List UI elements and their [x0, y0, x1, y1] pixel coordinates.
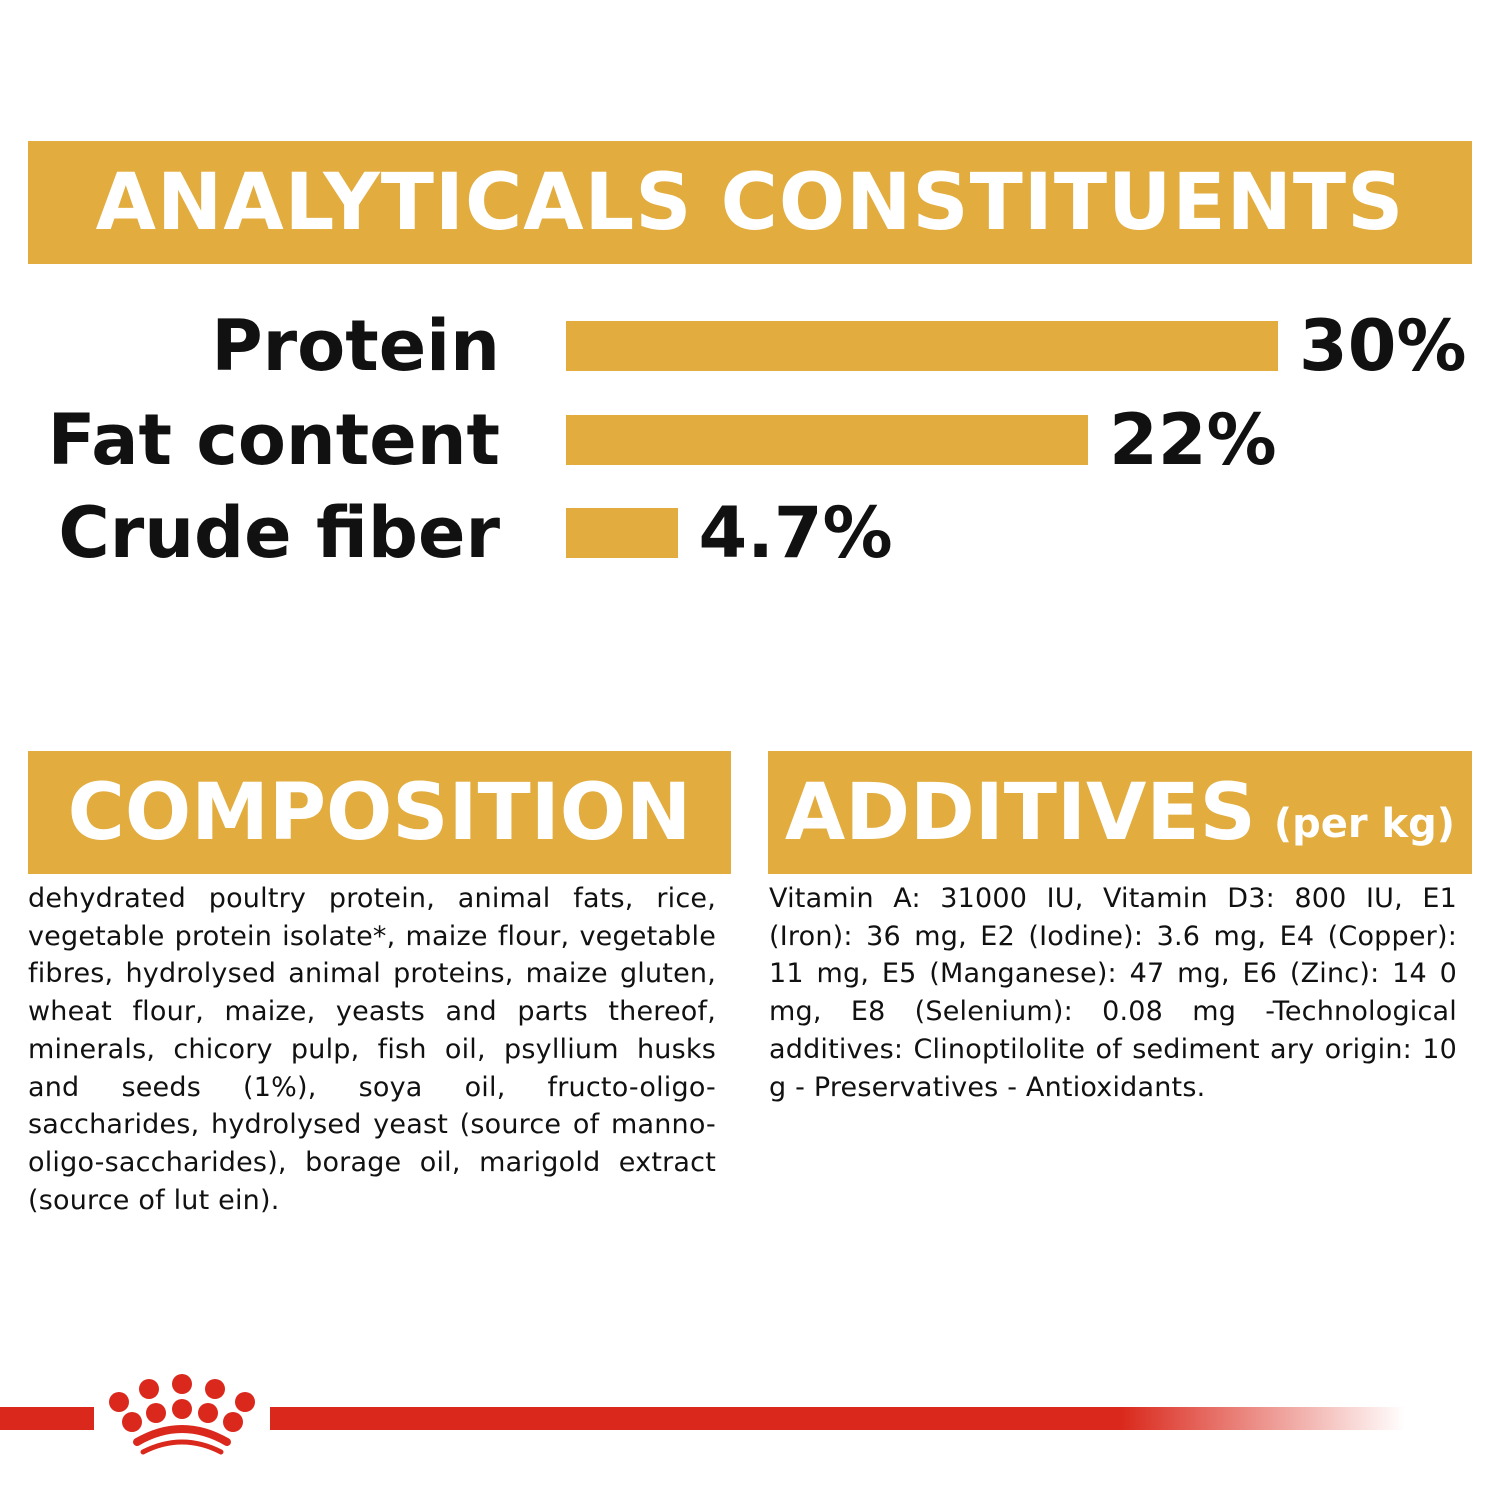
composition-title: COMPOSITION	[67, 767, 692, 858]
analyticals-header: ANALYTICALS CONSTITUENTS	[28, 141, 1472, 264]
value-fat: 22%	[1109, 399, 1277, 481]
red-line-left	[0, 1407, 94, 1430]
brand-footer	[0, 1374, 1405, 1455]
additives-subtitle: (per kg)	[1273, 800, 1456, 847]
value-fiber: 4.7%	[698, 492, 893, 574]
composition-header: COMPOSITION	[28, 751, 731, 874]
value-protein: 30%	[1299, 305, 1467, 387]
label-protein: Protein	[211, 305, 500, 387]
composition-text: dehydrated poultry protein, animal fats,…	[28, 883, 716, 1216]
label-fiber: Crude fiber	[58, 492, 500, 574]
additives-title: ADDITIVES	[784, 767, 1256, 858]
bar-fiber	[566, 508, 678, 558]
analyticals-title: ANALYTICALS CONSTITUENTS	[95, 157, 1405, 248]
additives-header: ADDITIVES (per kg)	[768, 751, 1472, 874]
additives-text: Vitamin A: 31000 IU, Vitamin D3: 800 IU,…	[769, 883, 1457, 1103]
label-fat: Fat content	[47, 399, 500, 481]
red-line-right	[270, 1407, 1405, 1430]
bar-protein	[566, 321, 1278, 371]
crown-logo-icon	[109, 1374, 255, 1455]
bar-fat	[566, 415, 1089, 465]
